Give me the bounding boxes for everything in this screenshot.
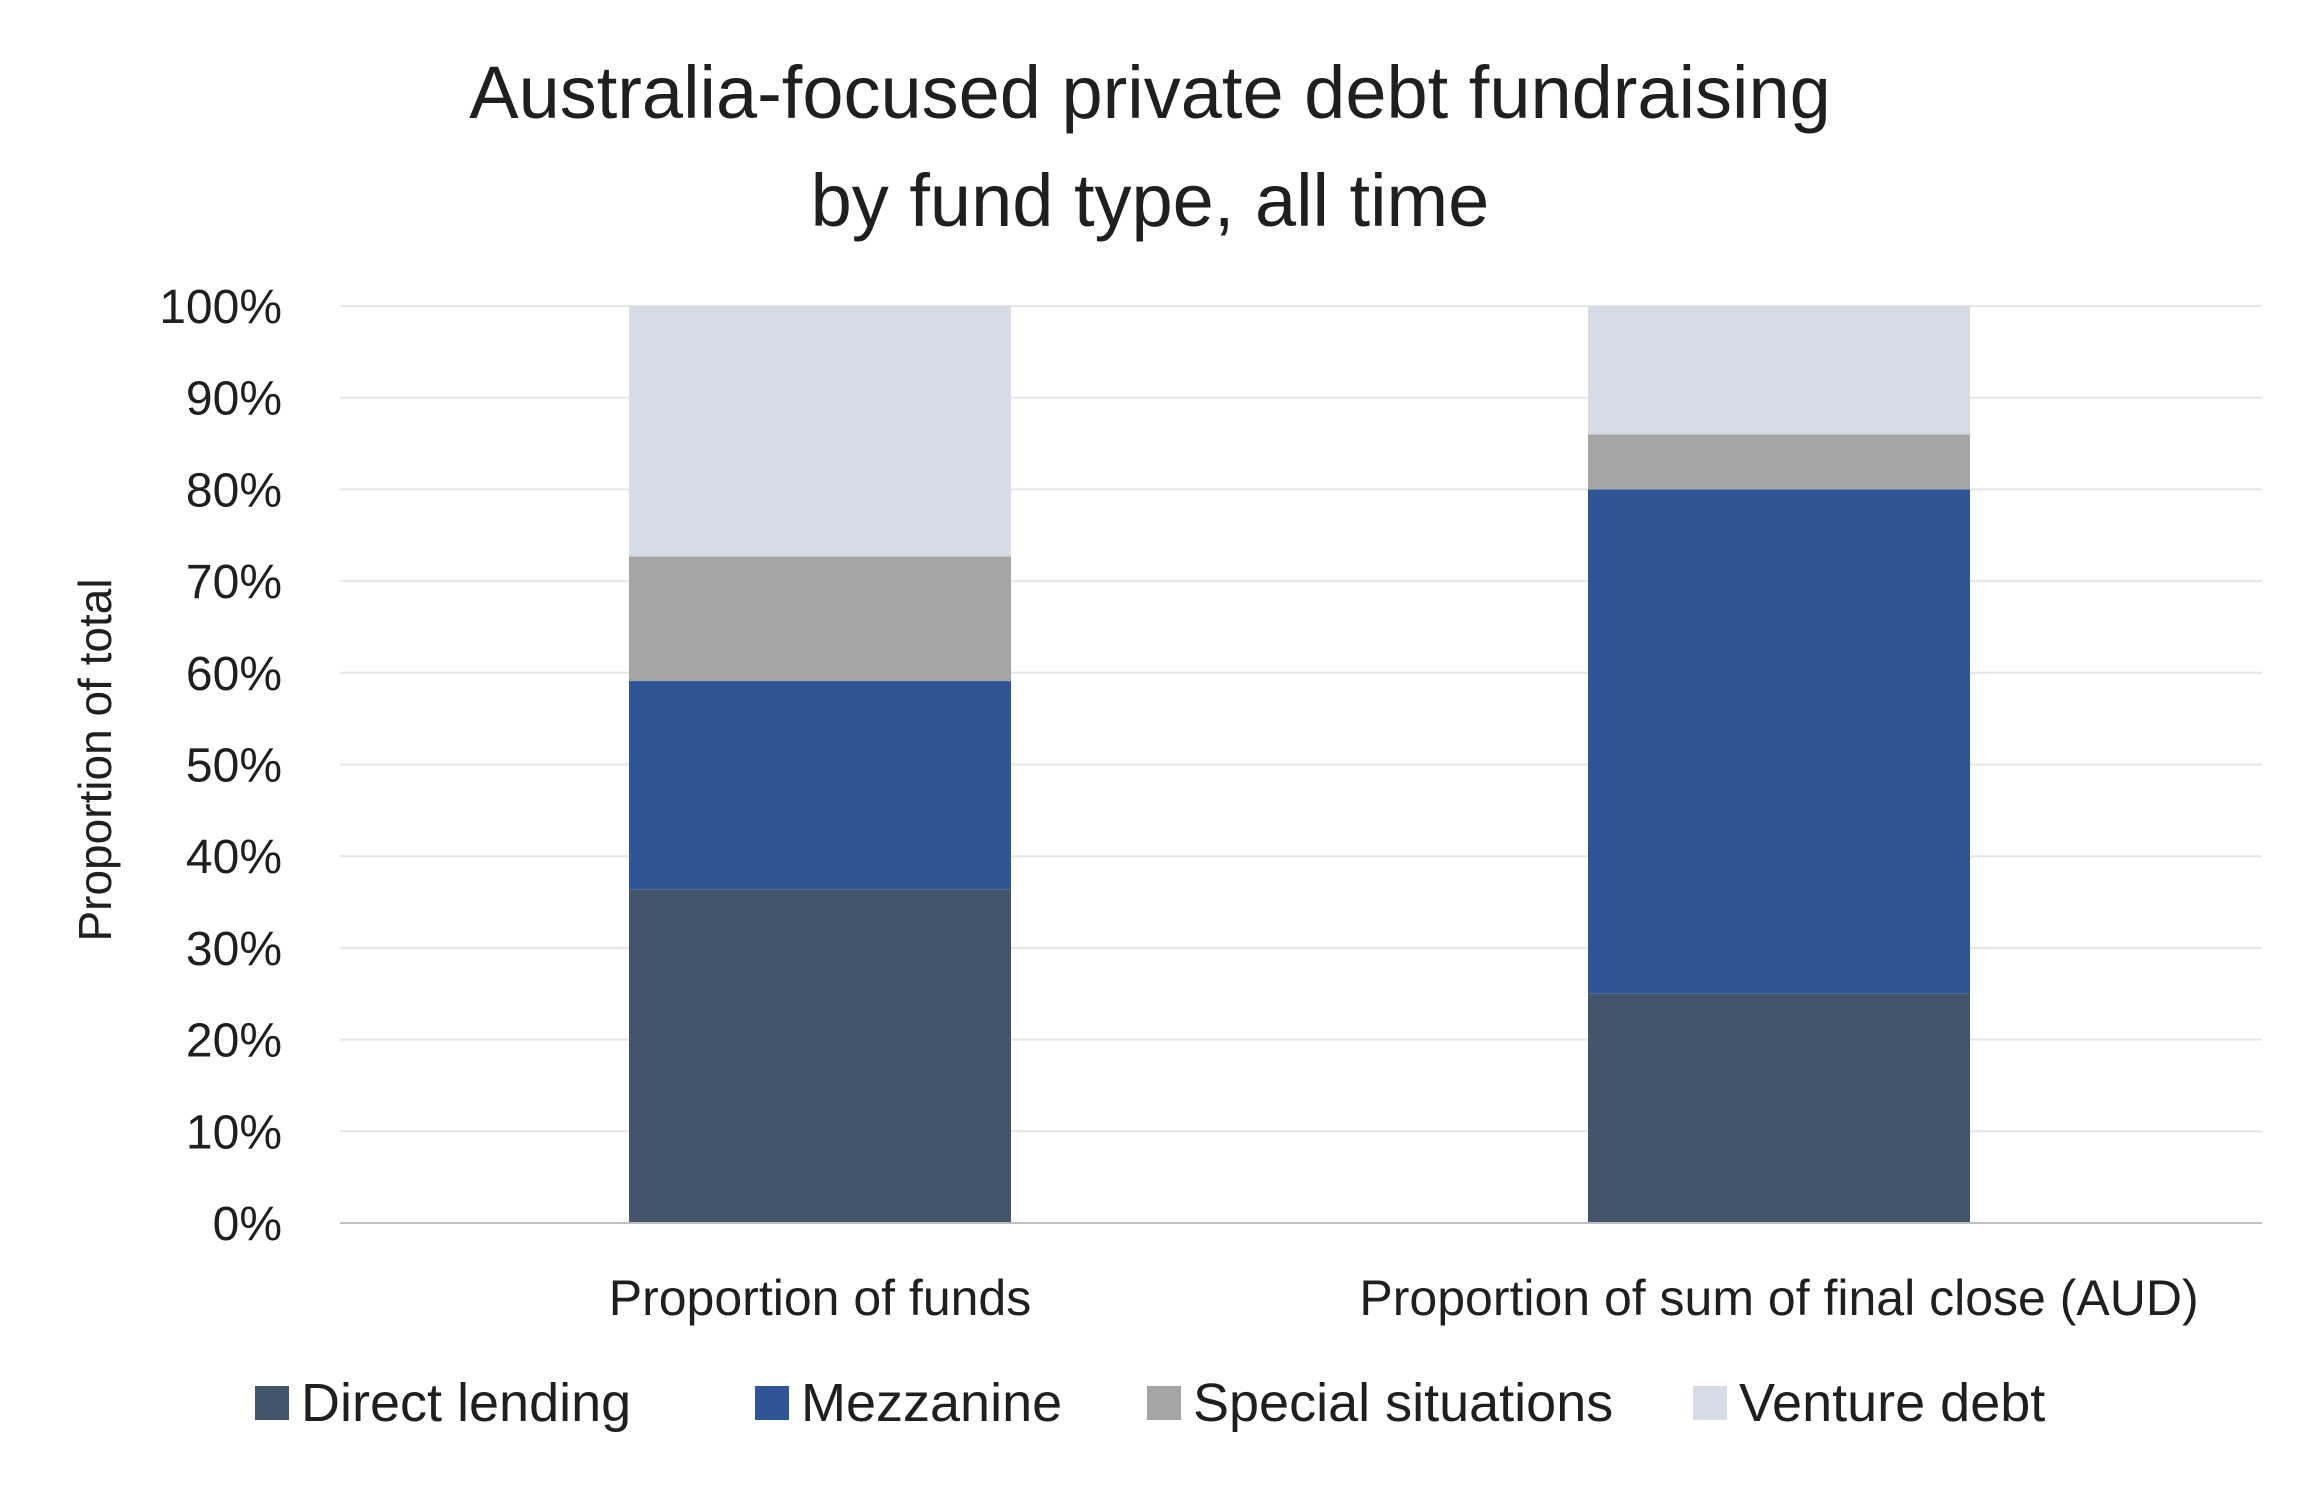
y-tick-label: 20% xyxy=(186,1015,282,1068)
legend-swatch-mezzanine xyxy=(755,1386,789,1420)
bar-segment-direct-lending xyxy=(1588,993,1970,1223)
chart-title-line-1: Australia-focused private debt fundraisi… xyxy=(469,51,1831,134)
x-tick-label: Proportion of sum of final close (AUD) xyxy=(1359,1270,2198,1326)
legend: Direct lending Mezzanine Special situati… xyxy=(0,1372,2300,1442)
legend-swatch-venture-debt xyxy=(1693,1386,1727,1420)
y-tick-label: 80% xyxy=(186,464,282,517)
legend-label-mezzanine: Mezzanine xyxy=(801,1373,1063,1433)
y-tick-label: 90% xyxy=(186,373,282,426)
y-tick-label: 10% xyxy=(186,1106,282,1159)
legend-swatch-direct-lending xyxy=(255,1386,289,1420)
legend-swatch-special-situations xyxy=(1147,1386,1181,1420)
y-tick-label: 0% xyxy=(213,1198,282,1251)
y-tick-label: 70% xyxy=(186,556,282,609)
x-tick-label: Proportion of funds xyxy=(609,1270,1032,1326)
bar-segment-mezzanine xyxy=(1588,489,1970,994)
legend-label-venture-debt: Venture debt xyxy=(1739,1373,2046,1433)
chart-title-line-2: by fund type, all time xyxy=(810,159,1490,242)
legend-label-special-situations: Special situations xyxy=(1193,1373,1614,1433)
legend-item-direct-lending: Direct lending xyxy=(255,1372,631,1434)
bar-segment-special-situations xyxy=(1588,434,1970,490)
y-tick-label: 60% xyxy=(186,648,282,701)
legend-item-venture-debt: Venture debt xyxy=(1693,1372,2045,1434)
y-tick-label: 40% xyxy=(186,831,282,884)
legend-item-special-situations: Special situations xyxy=(1147,1372,1613,1434)
legend-item-mezzanine: Mezzanine xyxy=(755,1372,1062,1434)
y-axis-label: Proportion of total xyxy=(69,578,121,942)
y-tick-label: 30% xyxy=(186,923,282,976)
y-tick-label: 50% xyxy=(186,740,282,793)
bar-segment-mezzanine xyxy=(629,681,1011,890)
bar-segment-direct-lending xyxy=(629,889,1011,1223)
y-tick-label: 100% xyxy=(159,281,282,334)
bar-segment-venture-debt xyxy=(629,306,1011,557)
bar-segment-venture-debt xyxy=(1588,306,1970,435)
bar-segment-special-situations xyxy=(629,556,1011,682)
legend-label-direct-lending: Direct lending xyxy=(301,1373,632,1433)
